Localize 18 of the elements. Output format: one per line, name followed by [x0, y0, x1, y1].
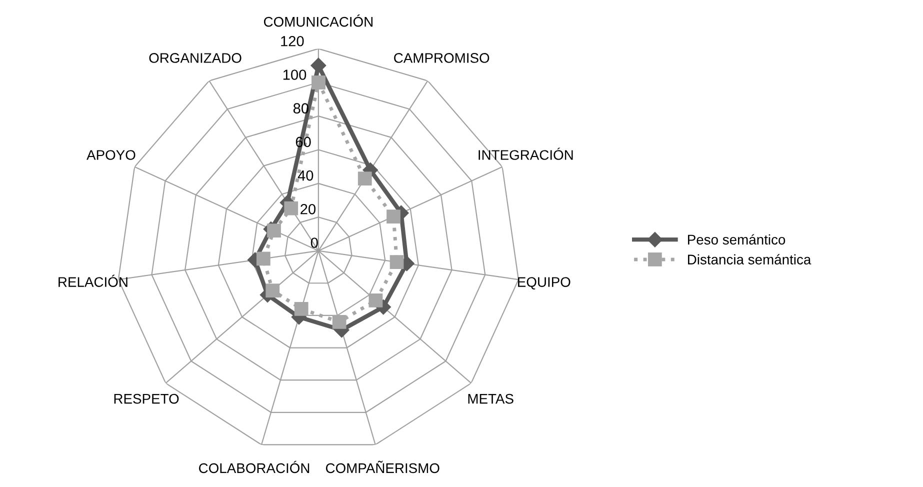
spoke-label: METAS: [468, 394, 514, 404]
spoke-label: RESPETO: [114, 394, 179, 404]
legend-label: Distancia semántica: [688, 254, 812, 264]
spoke-label: COLABORACIÓN: [199, 460, 310, 474]
spoke-label: RELACIÓN: [58, 274, 128, 287]
spoke-label: EQUIPO: [518, 277, 570, 290]
y-tick-label: 0: [310, 238, 318, 248]
spoke-label: COMUNICACIÓN: [264, 14, 372, 27]
y-tick-label: 40: [298, 170, 314, 181]
spoke-label: ORGANIZADO: [149, 53, 242, 63]
y-tick-label: 100: [283, 70, 306, 80]
spoke-label: COMPAÑERISMO: [326, 460, 440, 474]
spoke-label: APOYO: [86, 150, 136, 160]
y-tick-label: 20: [300, 204, 316, 214]
legend-label: Peso semántico: [688, 234, 786, 245]
spoke-label: INTEGRACIÓN: [478, 148, 573, 160]
spoke-label: CAMPROMISO: [394, 53, 490, 63]
y-tick-label: 120: [281, 36, 304, 46]
